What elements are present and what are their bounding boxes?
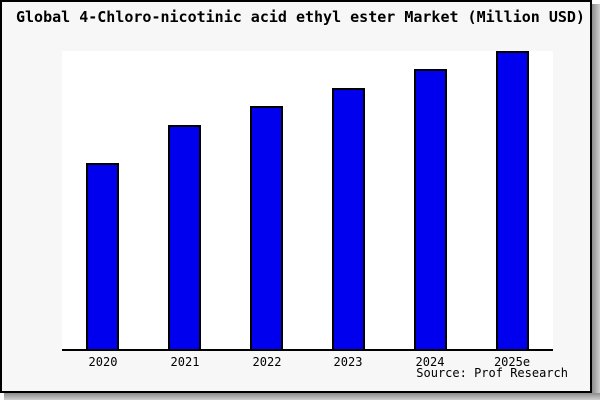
bar-2021: [168, 125, 201, 349]
source-label: Source: Prof Research: [416, 366, 568, 380]
page-drop-shadow-right: [592, 4, 600, 400]
x-tick-label: 2021: [170, 355, 200, 369]
x-tick-label: 2024: [415, 355, 445, 369]
chart-page: Global 4-Chloro-nicotinic acid ethyl est…: [0, 0, 592, 393]
bar-2023: [332, 88, 365, 349]
bar-2020: [86, 163, 119, 349]
bar-2024: [414, 69, 447, 349]
x-tick-label: 2025e: [493, 355, 531, 369]
x-tick-label: 2020: [88, 355, 118, 369]
x-tick-label: 2023: [333, 355, 363, 369]
page-drop-shadow-bottom: [4, 393, 600, 400]
x-tick-label: 2022: [252, 355, 282, 369]
bar-2022: [250, 106, 283, 349]
bar-2025e: [496, 51, 529, 349]
chart-title: Global 4-Chloro-nicotinic acid ethyl est…: [16, 8, 585, 26]
plot-area: [62, 51, 553, 351]
